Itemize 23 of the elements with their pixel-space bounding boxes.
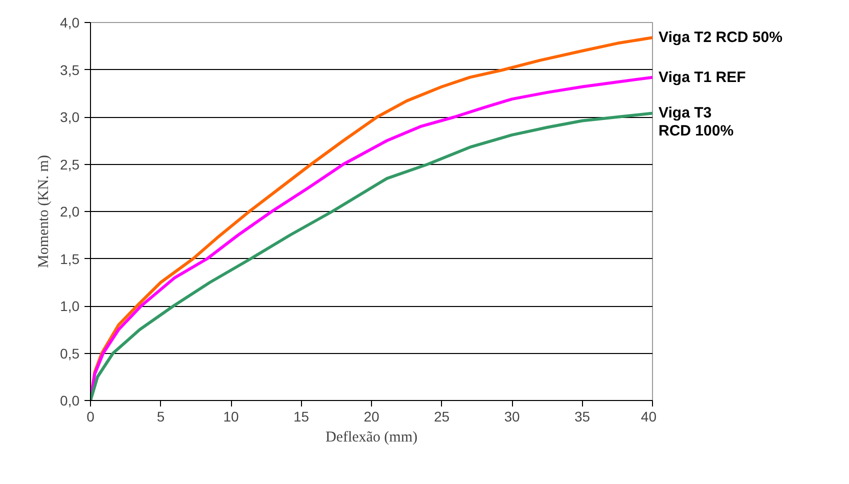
series-label: Viga T3 RCD 100% <box>658 104 734 140</box>
y-tick-label: 4,0 <box>60 14 80 30</box>
series-label: Viga T1 REF <box>658 68 746 86</box>
x-tick-label: 5 <box>156 408 165 424</box>
x-tick-label: 25 <box>434 408 450 424</box>
y-tick-label: 0,5 <box>60 345 80 362</box>
x-tick-label: 40 <box>640 408 657 424</box>
y-tick-label: 2,0 <box>60 204 80 220</box>
y-axis-title: Momento (KN. m) <box>36 155 52 268</box>
y-tick-label: 2,5 <box>60 156 80 172</box>
x-tick-label: 15 <box>293 408 310 424</box>
x-tick-label: 0 <box>86 408 95 424</box>
x-axis-title: Deflexão (mm) <box>325 430 418 446</box>
y-tick-label: 1,5 <box>60 250 80 267</box>
x-tick-label: 20 <box>364 408 380 424</box>
y-tick-label: 3,0 <box>60 109 80 125</box>
y-tick-label: 1,0 <box>60 298 80 314</box>
x-tick-label: 10 <box>223 408 239 424</box>
series-label: Viga T2 RCD 50% <box>658 29 782 46</box>
x-tick-label: 30 <box>504 408 520 424</box>
x-tick-label: 35 <box>574 408 590 424</box>
y-tick-label: 0,0 <box>60 392 80 408</box>
y-tick-label: 3,5 <box>60 62 80 78</box>
